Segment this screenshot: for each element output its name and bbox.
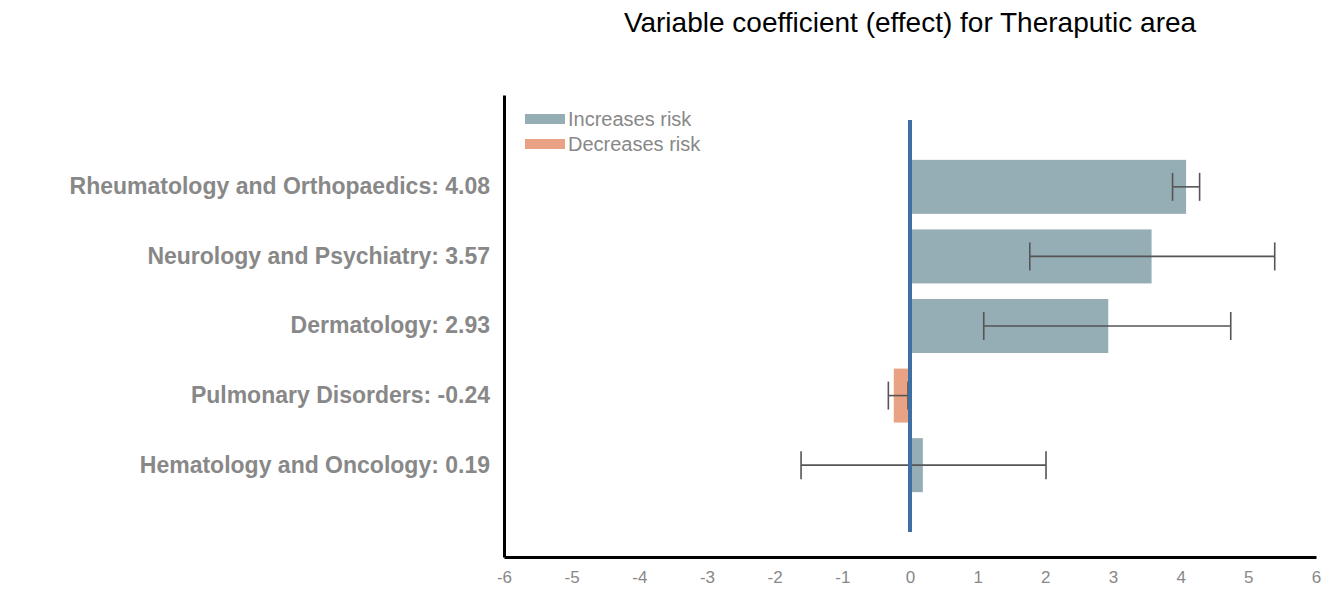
category-label: Neurology and Psychiatry: 3.57 <box>147 243 490 269</box>
x-axis: -6 -5 -4 -3 -2 -1 0 1 2 3 4 5 6 <box>497 557 1321 587</box>
x-tick: -5 <box>565 557 580 587</box>
x-tick: 3 <box>1109 557 1118 587</box>
category-label: Dermatology: 2.93 <box>291 312 490 338</box>
y-tick: Dermatology: 2.93 <box>291 312 504 338</box>
x-tick: 1 <box>973 557 982 587</box>
x-tick: 4 <box>1176 557 1185 587</box>
error-bar-cap <box>800 451 802 479</box>
error-bar-cap <box>1199 173 1201 201</box>
x-tick-label: -3 <box>700 568 715 587</box>
x-tick: -3 <box>700 557 715 587</box>
x-tick-label: -5 <box>565 568 580 587</box>
x-axis-line <box>505 556 1317 559</box>
x-tick-label: 1 <box>973 568 982 587</box>
y-axis: Rheumatology and Orthopaedics: 4.08 Neuro… <box>70 96 505 558</box>
error-bar-cap <box>1172 173 1174 201</box>
zero-line <box>908 120 912 532</box>
error-bar-line <box>984 325 1231 327</box>
y-axis-line <box>503 96 506 558</box>
error-bar-line <box>1173 186 1200 188</box>
error-bar-line <box>888 395 908 397</box>
legend-swatch <box>525 139 565 149</box>
x-tick-label: -1 <box>835 568 850 587</box>
legend: Increases risk Decreases risk <box>525 108 701 155</box>
title: Variable coefficient (effect) for Therap… <box>624 7 1197 38</box>
x-tick: -6 <box>497 557 512 587</box>
y-tick: Rheumatology and Orthopaedics: 4.08 <box>70 173 504 199</box>
chart: Variable coefficient (effect) for Therap… <box>0 0 1332 593</box>
legend-label: Increases risk <box>568 108 692 130</box>
x-tick: -4 <box>632 557 647 587</box>
error-bar <box>984 312 1231 340</box>
plot-area <box>801 160 1275 492</box>
x-tick-label: 0 <box>906 568 915 587</box>
error-bar-cap <box>1274 242 1276 270</box>
x-tick-label: -6 <box>497 568 512 587</box>
x-tick: 2 <box>1041 557 1050 587</box>
error-bar-line <box>1030 256 1275 258</box>
bar <box>910 160 1186 214</box>
x-tick-label: 6 <box>1312 568 1321 587</box>
y-tick: Pulmonary Disorders: -0.24 <box>191 382 504 408</box>
y-tick: Hematology and Oncology: 0.19 <box>140 452 504 478</box>
error-bar-cap <box>1029 242 1031 270</box>
x-tick-label: 5 <box>1244 568 1253 587</box>
error-bar <box>1030 242 1275 270</box>
legend-label: Decreases risk <box>568 133 701 155</box>
legend-swatch <box>525 114 565 124</box>
category-label: Pulmonary Disorders: -0.24 <box>191 382 490 408</box>
error-bar-cap <box>1045 451 1047 479</box>
x-tick-label: 4 <box>1176 568 1185 587</box>
category-label: Hematology and Oncology: 0.19 <box>140 452 490 478</box>
error-bar-line <box>801 464 1046 466</box>
x-tick-label: 2 <box>1041 568 1050 587</box>
x-tick: -1 <box>835 557 850 587</box>
x-tick-label: -4 <box>632 568 647 587</box>
x-tick: 0 <box>906 557 915 587</box>
error-bar-cap <box>888 382 890 410</box>
error-bar <box>1173 173 1200 201</box>
x-tick: -2 <box>768 557 783 587</box>
x-tick-label: -2 <box>768 568 783 587</box>
x-tick: 6 <box>1312 557 1321 587</box>
error-bar <box>888 382 908 410</box>
x-tick: 5 <box>1244 557 1253 587</box>
category-label: Rheumatology and Orthopaedics: 4.08 <box>70 173 491 199</box>
x-tick-label: 3 <box>1109 568 1118 587</box>
error-bar-cap <box>1230 312 1232 340</box>
error-bar-cap <box>983 312 985 340</box>
error-bar <box>801 451 1046 479</box>
y-tick: Neurology and Psychiatry: 3.57 <box>147 243 504 269</box>
